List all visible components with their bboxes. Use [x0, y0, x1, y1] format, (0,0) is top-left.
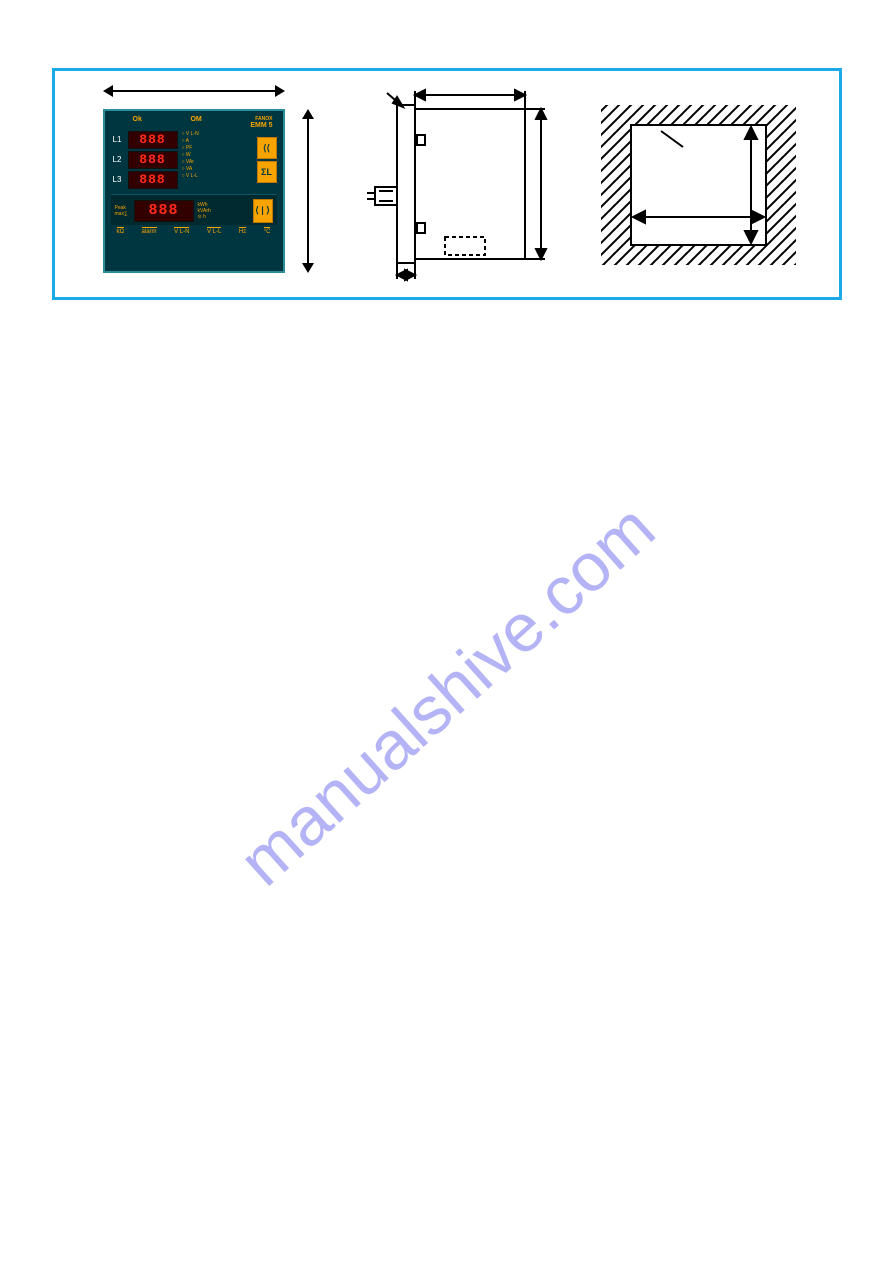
row-label-l1: L1 — [111, 135, 124, 144]
display-row-l2: L2 888 — [111, 151, 178, 169]
segment-display-l2: 888 — [128, 151, 178, 169]
dimension-figure: Ok OM FANOX EMM 5 L1 888 L2 888 — [52, 68, 842, 300]
indicator-va: VA — [182, 166, 199, 172]
kvarh-label: kVArh — [198, 208, 211, 214]
indicator-a: A — [182, 138, 199, 144]
lower-left-labels: Peak max∑ — [115, 205, 128, 217]
peak-label: Peak — [115, 205, 128, 211]
footer-vll: V L-L — [207, 227, 221, 235]
footer-kohm: kΩ — [117, 227, 125, 235]
footer-hz: Hz — [239, 227, 246, 235]
indicator-var: VAr — [182, 159, 199, 165]
om-label: OM — [190, 116, 201, 129]
indicator-vln: V L-N — [182, 131, 199, 137]
cutout-svg — [591, 97, 806, 272]
device-front-view: Ok OM FANOX EMM 5 L1 888 L2 888 — [89, 87, 314, 282]
device-footer: kΩ alarm V L-N V L-L Hz °C — [111, 225, 277, 235]
side-view-svg — [345, 87, 560, 282]
segment-display-l3: 888 — [128, 171, 178, 189]
segment-display-lower: 888 — [134, 200, 194, 222]
display-row-l1: L1 888 — [111, 131, 178, 149]
lower-right-labels: kWh kVArh ⊙ h — [198, 202, 211, 220]
down-button[interactable]: ΣL — [257, 161, 277, 183]
maxsum-label: max∑ — [115, 211, 128, 217]
indicator-column: V L-N A PF W VAr VA V L-L — [182, 131, 199, 190]
device-header: Ok OM FANOX EMM 5 — [111, 116, 277, 131]
row-label-l3: L3 — [111, 175, 124, 184]
row-label-l2: L2 — [111, 155, 124, 164]
indicator-pf: PF — [182, 145, 199, 151]
hours-label: ⊙ h — [198, 214, 211, 220]
segment-display-l1: 888 — [128, 131, 178, 149]
enter-button[interactable]: ⟨ | ⟩ — [253, 199, 273, 223]
width-dimension-arrow — [103, 85, 285, 99]
up-button[interactable]: ⟨⟨ — [257, 137, 277, 159]
device-lower-panel: Peak max∑ 888 kWh kVArh ⊙ h ⟨ | ⟩ — [111, 194, 277, 225]
height-dimension-arrow — [302, 109, 316, 273]
indicator-vll: V L-L — [182, 173, 199, 179]
indicator-w: W — [182, 152, 199, 158]
panel-cutout-view — [591, 97, 806, 272]
watermark-text: manualshive.com — [224, 489, 669, 901]
ok-label: Ok — [133, 116, 142, 129]
footer-alarm: alarm — [142, 227, 157, 235]
footer-degc: °C — [264, 227, 271, 235]
footer-vln: V L-N — [174, 227, 189, 235]
display-row-l3: L3 888 — [111, 171, 178, 189]
device-bezel: Ok OM FANOX EMM 5 L1 888 L2 888 — [103, 109, 285, 273]
device-side-view — [345, 87, 560, 282]
model-label: EMM 5 — [250, 122, 272, 129]
